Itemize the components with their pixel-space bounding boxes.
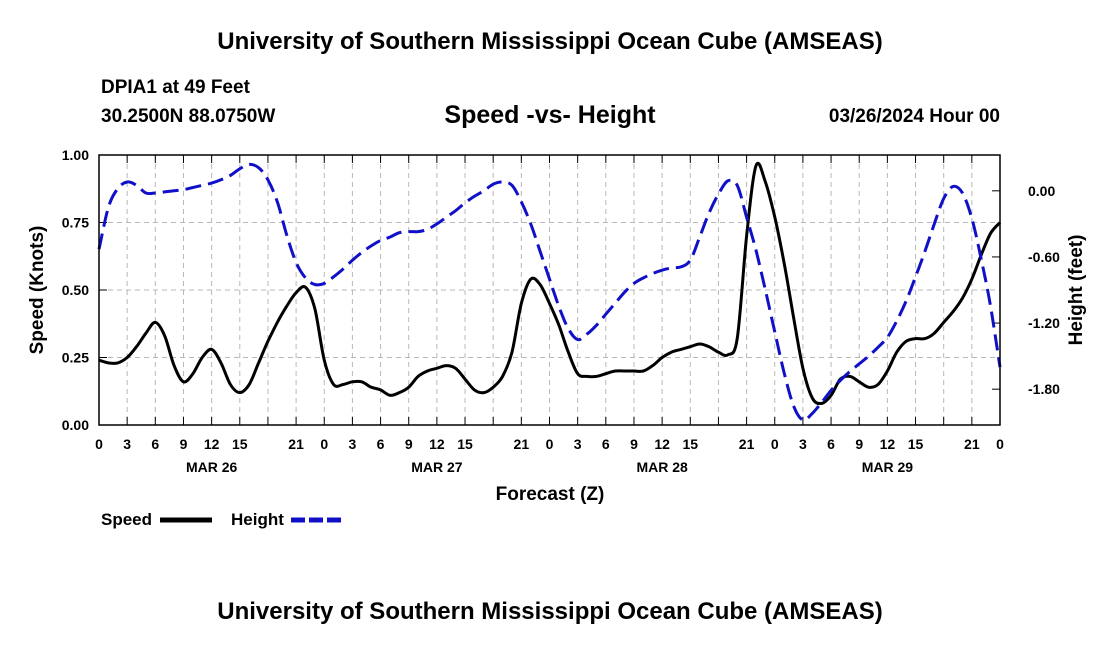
axis-tick-labels: 0 3 6 9 12 15 21 0 3 6 9 12 15 21 0 3 6 9 12 15 21 0 3 6 9 12 15 21… <box>62 147 1060 475</box>
speed-series-line <box>98 161 1002 406</box>
x-tick-label: 6 <box>151 436 159 452</box>
y-axis-label: Speed (Knots) <box>27 226 48 355</box>
report-title-bottom: University of Southern Mississippi Ocean… <box>217 598 883 625</box>
plot-frame <box>98 154 1001 426</box>
x-tick-label: 0 <box>996 436 1004 452</box>
x-tick-label: 3 <box>574 436 582 452</box>
x-tick-label: 21 <box>964 436 980 452</box>
x-tick-label: 12 <box>654 436 670 452</box>
x-date-label: MAR 27 <box>411 459 463 475</box>
x-date-label: MAR 29 <box>862 459 914 475</box>
x-tick-label: 12 <box>429 436 445 452</box>
legend: Speed Height <box>101 510 343 529</box>
x-tick-label: 21 <box>739 436 755 452</box>
station-coordinates: 30.2500N 88.0750W <box>101 106 276 127</box>
x-tick-label: 3 <box>123 436 131 452</box>
y-tick-label: 0.75 <box>62 215 89 231</box>
y-tick-label: 1.00 <box>62 147 89 163</box>
x-tick-label: 0 <box>771 436 779 452</box>
y-tick-label: 0.25 <box>62 350 89 366</box>
y-tick-label: 0.50 <box>62 282 89 298</box>
x-tick-label: 15 <box>457 436 473 452</box>
legend-height-label: Height <box>231 510 284 529</box>
x-tick-label: 15 <box>232 436 248 452</box>
y2-axis-label: Height (feet) <box>1066 235 1087 346</box>
x-tick-label: 15 <box>908 436 924 452</box>
speed-height-chart: 0 3 6 9 12 15 21 0 3 6 9 12 15 21 0 3 6 9 12 15 21 0 3 6 9 12 15 21… <box>27 147 1087 529</box>
x-date-label: MAR 26 <box>186 459 238 475</box>
x-tick-label: 9 <box>630 436 638 452</box>
legend-speed-label: Speed <box>101 510 152 529</box>
x-tick-label: 12 <box>204 436 220 452</box>
x-date-label: MAR 28 <box>636 459 688 475</box>
y2-tick-label: 0.00 <box>1028 183 1055 199</box>
x-tick-label: 9 <box>855 436 863 452</box>
x-tick-label: 6 <box>377 436 385 452</box>
x-tick-label: 0 <box>320 436 328 452</box>
y2-tick-label: -1.20 <box>1028 315 1060 331</box>
grid-lines <box>99 155 1000 425</box>
x-tick-label: 3 <box>349 436 357 452</box>
height-series-line <box>97 162 1002 422</box>
y-tick-label: 0.00 <box>62 417 89 433</box>
x-tick-label: 0 <box>546 436 554 452</box>
x-tick-label: 12 <box>880 436 896 452</box>
chart-title: Speed -vs- Height <box>444 101 656 129</box>
x-tick-label: 9 <box>180 436 188 452</box>
y2-tick-label: -0.60 <box>1028 249 1060 265</box>
station-label: DPIA1 at 49 Feet <box>101 77 250 98</box>
x-tick-label: 6 <box>602 436 610 452</box>
x-tick-label: 21 <box>288 436 304 452</box>
series-lines <box>97 161 1002 422</box>
y2-tick-label: -1.80 <box>1028 381 1060 397</box>
x-tick-label: 15 <box>682 436 698 452</box>
forecast-date-hour: 03/26/2024 Hour 00 <box>828 106 1000 127</box>
x-tick-label: 9 <box>405 436 413 452</box>
x-tick-label: 3 <box>799 436 807 452</box>
report-title-top: University of Southern Mississippi Ocean… <box>217 28 883 55</box>
x-tick-label: 6 <box>827 436 835 452</box>
x-axis-label: Forecast (Z) <box>496 484 605 505</box>
x-tick-label: 0 <box>95 436 103 452</box>
x-tick-label: 21 <box>514 436 530 452</box>
